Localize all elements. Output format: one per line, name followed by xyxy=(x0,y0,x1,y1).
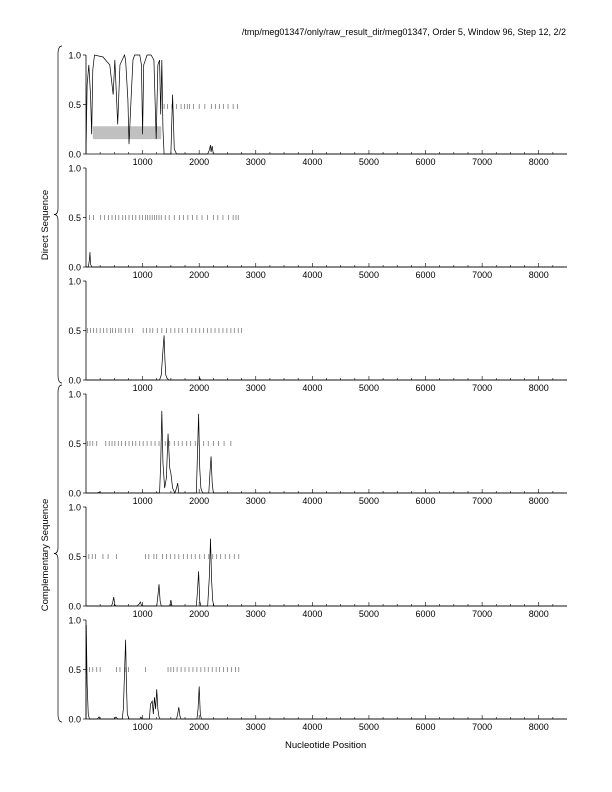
x-tick-label: 6000 xyxy=(416,609,436,619)
x-tick-label: 4000 xyxy=(302,157,322,167)
x-tick-label: 3000 xyxy=(246,496,266,506)
x-tick-label: 3000 xyxy=(246,722,266,732)
x-tick-label: 8000 xyxy=(529,496,549,506)
series-line xyxy=(85,624,567,720)
y-tick-label: 1.0 xyxy=(68,51,81,61)
y-tick-label: 0.5 xyxy=(68,326,81,336)
x-tick-label: 2000 xyxy=(189,496,209,506)
x-tick-label: 6000 xyxy=(416,722,436,732)
y-tick-label: 0.0 xyxy=(68,489,81,499)
header-title: /tmp/meg01347/only/raw_result_dir/meg013… xyxy=(241,27,566,37)
y-tick-label: 0.0 xyxy=(68,150,81,160)
complementary-sequence-label: Complementary Sequence xyxy=(40,499,51,611)
x-tick-label: 8000 xyxy=(529,270,549,280)
x-tick-label: 6000 xyxy=(416,270,436,280)
x-tick-label: 4000 xyxy=(302,496,322,506)
x-tick-label: 7000 xyxy=(472,383,492,393)
x-tick-label: 5000 xyxy=(359,722,379,732)
x-tick-label: 8000 xyxy=(529,609,549,619)
x-tick-label: 3000 xyxy=(246,609,266,619)
x-axis-title: Nucleotide Position xyxy=(285,740,367,751)
y-tick-label: 1.0 xyxy=(68,503,81,513)
x-tick-label: 1000 xyxy=(133,609,153,619)
direct-sequence-label: Direct Sequence xyxy=(40,190,51,260)
x-tick-label: 7000 xyxy=(472,157,492,167)
x-tick-label: 4000 xyxy=(302,722,322,732)
x-tick-label: 1000 xyxy=(133,270,153,280)
y-tick-label: 1.0 xyxy=(68,277,81,287)
x-tick-label: 1000 xyxy=(133,157,153,167)
x-tick-label: 5000 xyxy=(359,609,379,619)
x-tick-label: 2000 xyxy=(189,609,209,619)
y-tick-label: 0.0 xyxy=(68,263,81,273)
x-tick-label: 5000 xyxy=(359,383,379,393)
x-tick-label: 6000 xyxy=(416,496,436,506)
x-tick-label: 1000 xyxy=(133,383,153,393)
series-line xyxy=(86,252,567,268)
x-tick-label: 3000 xyxy=(246,157,266,167)
x-tick-label: 5000 xyxy=(359,157,379,167)
y-tick-label: 1.0 xyxy=(68,616,81,626)
x-tick-label: 6000 xyxy=(416,383,436,393)
y-tick-label: 0.5 xyxy=(68,213,81,223)
y-tick-label: 0.5 xyxy=(68,665,81,675)
x-tick-label: 2000 xyxy=(189,270,209,280)
x-tick-label: 8000 xyxy=(529,722,549,732)
x-tick-label: 2000 xyxy=(189,722,209,732)
x-tick-label: 7000 xyxy=(472,609,492,619)
y-tick-label: 0.5 xyxy=(68,552,81,562)
shaded-region xyxy=(92,126,162,140)
series-line xyxy=(86,538,567,607)
x-tick-label: 5000 xyxy=(359,270,379,280)
direct-strand-brace xyxy=(53,45,63,384)
x-tick-label: 7000 xyxy=(472,722,492,732)
x-tick-label: 4000 xyxy=(302,609,322,619)
x-tick-label: 8000 xyxy=(529,157,549,167)
y-tick-label: 0.0 xyxy=(68,376,81,386)
complementary-strand-brace xyxy=(53,384,63,723)
x-tick-label: 1000 xyxy=(133,722,153,732)
x-tick-label: 7000 xyxy=(472,496,492,506)
x-tick-label: 3000 xyxy=(246,383,266,393)
y-tick-label: 0.5 xyxy=(68,100,81,110)
x-tick-label: 4000 xyxy=(302,383,322,393)
x-tick-label: 6000 xyxy=(416,157,436,167)
x-tick-label: 4000 xyxy=(302,270,322,280)
series-line xyxy=(85,53,567,155)
series-line xyxy=(86,410,567,494)
y-tick-label: 1.0 xyxy=(68,390,81,400)
x-tick-label: 5000 xyxy=(359,496,379,506)
x-tick-label: 8000 xyxy=(529,383,549,393)
y-tick-label: 0.5 xyxy=(68,439,81,449)
x-tick-label: 3000 xyxy=(246,270,266,280)
x-tick-label: 7000 xyxy=(472,270,492,280)
series-line xyxy=(86,335,567,381)
y-tick-label: 0.0 xyxy=(68,602,81,612)
y-tick-label: 1.0 xyxy=(68,164,81,174)
x-tick-label: 1000 xyxy=(133,496,153,506)
x-tick-label: 2000 xyxy=(189,383,209,393)
y-tick-label: 0.0 xyxy=(68,715,81,725)
x-tick-label: 2000 xyxy=(189,157,209,167)
